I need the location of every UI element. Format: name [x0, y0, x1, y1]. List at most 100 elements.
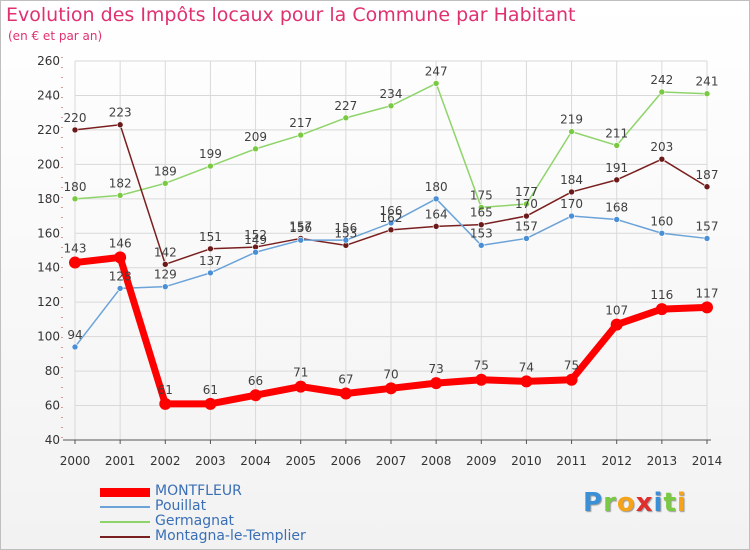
data-point	[387, 102, 395, 110]
data-point	[161, 260, 169, 268]
data-point	[294, 380, 307, 393]
data-point	[71, 195, 79, 203]
data-point	[432, 223, 440, 230]
data-label: 177	[515, 185, 538, 199]
data-label: 157	[696, 219, 719, 233]
x-tick-label: 2002	[150, 454, 181, 468]
data-point	[69, 256, 81, 269]
series-layer	[69, 80, 713, 410]
data-point	[523, 235, 530, 242]
axis-layer: 40 60 80 100 120 140 160 180 200 220 240 260 2000 200…	[37, 54, 722, 468]
y-tick-label: 260	[37, 54, 60, 68]
data-point	[161, 283, 169, 290]
data-label: 61	[203, 383, 218, 397]
data-point	[297, 236, 305, 244]
x-tick-label: 2010	[511, 454, 542, 468]
data-point	[342, 114, 350, 122]
data-point	[658, 155, 666, 163]
data-label: 165	[470, 206, 493, 220]
data-point	[161, 180, 169, 187]
data-label: 156	[334, 221, 357, 235]
legend-item: MONTFLEUR	[100, 483, 360, 500]
data-point	[477, 242, 485, 249]
data-point	[207, 162, 214, 170]
data-label: 153	[334, 226, 357, 240]
data-point	[116, 192, 124, 199]
legend-swatch	[100, 521, 150, 523]
chart-title: Evolution des Impôts locaux pour la Comm…	[6, 4, 576, 26]
data-label: 142	[154, 245, 177, 259]
data-label: 220	[64, 111, 87, 125]
x-tick-label: 2000	[60, 454, 91, 468]
data-point	[71, 343, 79, 351]
data-point	[475, 373, 488, 386]
data-point	[701, 301, 713, 314]
data-label: 189	[154, 164, 177, 178]
data-point	[297, 131, 305, 139]
x-tick-label: 2005	[285, 454, 316, 468]
y-tick-label: 140	[37, 261, 60, 275]
data-label: 217	[289, 116, 312, 130]
x-tick-label: 2012	[601, 454, 632, 468]
proxiti-logo: Proxiti	[583, 488, 687, 518]
x-tick-label: 2009	[466, 454, 497, 468]
data-label: 241	[696, 75, 719, 89]
data-label: 137	[199, 254, 222, 268]
logo-letter: o	[616, 488, 636, 518]
data-point	[523, 212, 530, 220]
legend-swatch	[100, 506, 150, 508]
data-label: 156	[289, 221, 312, 235]
data-label: 199	[199, 147, 222, 161]
data-point	[568, 188, 575, 196]
data-point	[387, 219, 395, 227]
data-label: 242	[650, 73, 673, 87]
data-label-layer: 180 182 189 199 209 217 227 234 247 175 177 219 211 2…	[64, 64, 719, 396]
y-tick-label: 100	[37, 330, 60, 344]
logo-letter: i	[653, 488, 664, 518]
data-point	[613, 142, 621, 149]
data-point	[703, 183, 711, 191]
data-label: 209	[244, 130, 267, 144]
y-tick-label: 240	[37, 88, 60, 102]
data-point	[207, 269, 214, 277]
y-tick-label: 220	[37, 123, 60, 137]
grid-layer	[74, 60, 708, 441]
data-point	[520, 375, 533, 388]
data-label: 151	[199, 230, 222, 244]
data-point	[252, 248, 259, 256]
data-label: 234	[380, 87, 403, 101]
legend-item: Pouillat	[100, 498, 360, 515]
data-label: 191	[605, 161, 628, 175]
data-label: 170	[560, 197, 583, 211]
legend-label: Germagnat	[155, 513, 235, 529]
y-tick-label: 80	[45, 364, 60, 378]
data-point	[432, 195, 440, 203]
data-point	[658, 88, 666, 96]
data-point	[385, 382, 397, 395]
legend-label: Pouillat	[155, 498, 207, 514]
y-tick-label: 60	[45, 399, 60, 413]
data-label: 164	[425, 207, 448, 221]
data-point	[339, 387, 352, 400]
data-label: 247	[425, 64, 448, 78]
data-point	[71, 126, 79, 134]
data-point	[207, 245, 214, 253]
logo-letter: P	[583, 488, 604, 518]
data-point	[703, 90, 711, 98]
data-label: 107	[605, 304, 628, 318]
y-tick-label: 120	[37, 295, 60, 309]
data-label: 128	[109, 269, 132, 283]
data-point	[342, 236, 350, 244]
data-label: 117	[696, 286, 719, 300]
logo-letter: x	[635, 488, 654, 518]
logo-letter: r	[603, 488, 617, 518]
data-label: 187	[696, 168, 719, 182]
data-label: 227	[334, 99, 357, 113]
data-label: 170	[515, 197, 538, 211]
data-label: 175	[470, 188, 493, 202]
y-tick-label: 40	[45, 433, 60, 447]
x-tick-label: 2007	[376, 454, 407, 468]
x-tick-label: 2003	[195, 454, 226, 468]
data-point	[613, 176, 621, 184]
